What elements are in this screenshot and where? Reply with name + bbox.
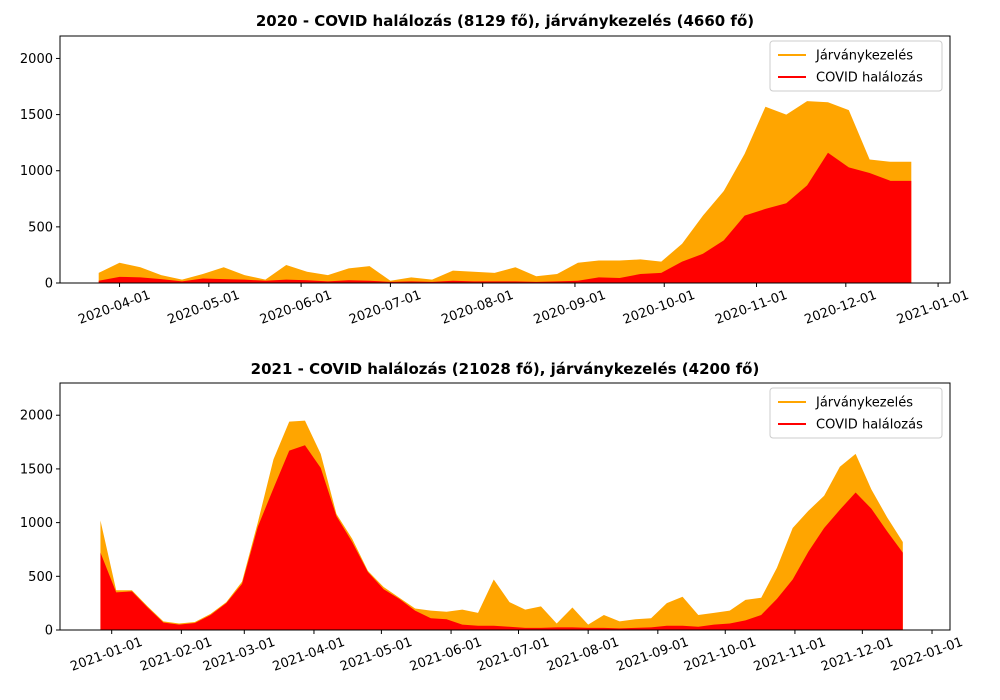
x-tick-label: 2020-08-01 — [440, 288, 516, 328]
y-tick-label: 500 — [28, 570, 53, 585]
legend-item-jarvanykezeles-label: Járványkezelés — [815, 49, 913, 64]
x-tick-label: 2021-08-01 — [545, 635, 621, 675]
x-tick-label: 2021-04-01 — [271, 635, 347, 675]
x-tick-label: 2021-07-01 — [475, 635, 551, 675]
chart-title: 2021 - COVID halálozás (21028 fő), járvá… — [251, 360, 760, 378]
y-tick-label: 2000 — [20, 409, 53, 424]
area-series-covid — [98, 152, 912, 283]
x-tick-label: 2021-12-01 — [819, 635, 895, 675]
chart-2021: 2021 - COVID halálozás (21028 fő), járvá… — [20, 360, 965, 675]
legend-item-covid-label: COVID halálozás — [816, 71, 923, 86]
x-tick-label: 2020-07-01 — [347, 288, 423, 328]
y-tick-label: 1000 — [20, 164, 53, 179]
x-tick-label: 2021-01-01 — [69, 635, 145, 675]
y-tick-label: 0 — [45, 277, 53, 292]
x-tick-label: 2021-05-01 — [338, 635, 414, 675]
x-tick-label: 2021-03-01 — [201, 635, 277, 675]
y-tick-label: 0 — [45, 624, 53, 639]
x-tick-label: 2020-05-01 — [166, 288, 242, 328]
chart-title: 2020 - COVID halálozás (8129 fő), járván… — [256, 12, 754, 30]
legend-box — [769, 40, 943, 92]
axes-frame — [59, 382, 951, 631]
x-tick-label: 2020-12-01 — [803, 288, 879, 328]
x-tick-label: 2021-01-01 — [895, 288, 971, 328]
x-tick-label: 2020-11-01 — [713, 288, 789, 328]
x-tick-label: 2020-04-01 — [76, 288, 152, 328]
chart-2020: 2020 - COVID halálozás (8129 fő), járván… — [20, 12, 971, 328]
y-tick-label: 1500 — [20, 462, 53, 477]
legend-item-jarvanykezeles-label: Járványkezelés — [815, 396, 913, 411]
x-tick-label: 2020-10-01 — [621, 288, 697, 328]
x-tick-label: 2021-09-01 — [615, 635, 691, 675]
axes-frame — [59, 35, 951, 284]
x-tick-label: 2020-09-01 — [532, 288, 608, 328]
area-series-jarvanykezeles — [98, 101, 912, 284]
y-tick-label: 1000 — [20, 516, 53, 531]
y-tick-label: 1500 — [20, 108, 53, 123]
legend-item-covid-label: COVID halálozás — [816, 418, 923, 433]
legend-box — [769, 387, 943, 439]
area-series-covid — [100, 445, 903, 630]
x-tick-label: 2021-02-01 — [138, 635, 214, 675]
x-tick-label: 2021-11-01 — [752, 635, 828, 675]
y-tick-label: 500 — [28, 220, 53, 235]
x-tick-label: 2021-06-01 — [408, 635, 484, 675]
x-tick-label: 2021-10-01 — [682, 635, 758, 675]
x-tick-label: 2022-01-01 — [889, 635, 965, 675]
x-tick-label: 2020-06-01 — [258, 288, 334, 328]
y-tick-label: 2000 — [20, 52, 53, 67]
